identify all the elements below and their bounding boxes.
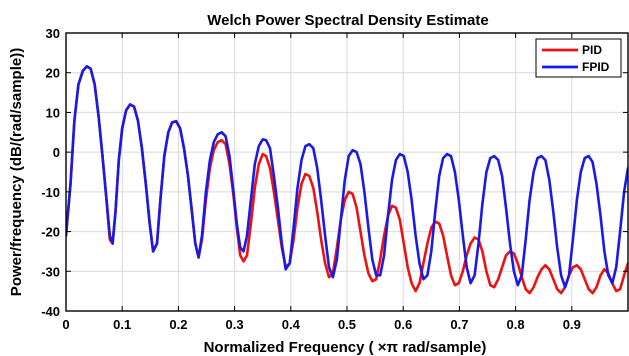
chart-title: Welch Power Spectral Density Estimate bbox=[207, 12, 489, 29]
grid bbox=[66, 33, 628, 311]
y-axis-label: Power/frequency (dB/(rad/sample)) bbox=[8, 48, 25, 296]
y-tick-label: -30 bbox=[41, 264, 60, 279]
y-tick-label: 0 bbox=[53, 145, 60, 160]
x-tick-label: 0.8 bbox=[507, 317, 525, 332]
legend-label-fpid: FPID bbox=[582, 60, 610, 74]
plot-area bbox=[66, 65, 628, 295]
x-tick-label: 0 bbox=[62, 317, 69, 332]
x-tick-label: 0.9 bbox=[563, 317, 581, 332]
x-tick-label: 0.7 bbox=[450, 317, 468, 332]
series-line-fpid bbox=[66, 65, 628, 289]
legend: PID FPID bbox=[535, 38, 622, 78]
y-tick-label: -40 bbox=[41, 304, 60, 319]
x-tick-label: 0.5 bbox=[338, 317, 356, 332]
y-tick-label: -10 bbox=[41, 185, 60, 200]
x-tick-label: 0.3 bbox=[226, 317, 244, 332]
x-tick-label: 0.1 bbox=[113, 317, 131, 332]
x-tick-label: 0.4 bbox=[282, 317, 301, 332]
y-tick-label: 30 bbox=[46, 26, 60, 41]
x-tick-label: 0.2 bbox=[169, 317, 187, 332]
legend-label-pid: PID bbox=[582, 43, 602, 57]
legend-box bbox=[535, 38, 622, 78]
y-tick-label: 20 bbox=[46, 66, 60, 81]
x-tick-labels: 0 0.1 0.2 0.3 0.4 0.5 0.6 0.7 0.8 0.9 bbox=[62, 317, 580, 332]
y-tick-labels: 30 20 10 0 -10 -20 -30 -40 bbox=[41, 26, 60, 319]
y-tick-label: 10 bbox=[46, 105, 60, 120]
tick-marks bbox=[65, 32, 628, 312]
y-tick-label: -20 bbox=[41, 225, 60, 240]
x-tick-label: 0.6 bbox=[394, 317, 412, 332]
x-axis-label: Normalized Frequency ( ×π rad/sample) bbox=[204, 339, 487, 356]
